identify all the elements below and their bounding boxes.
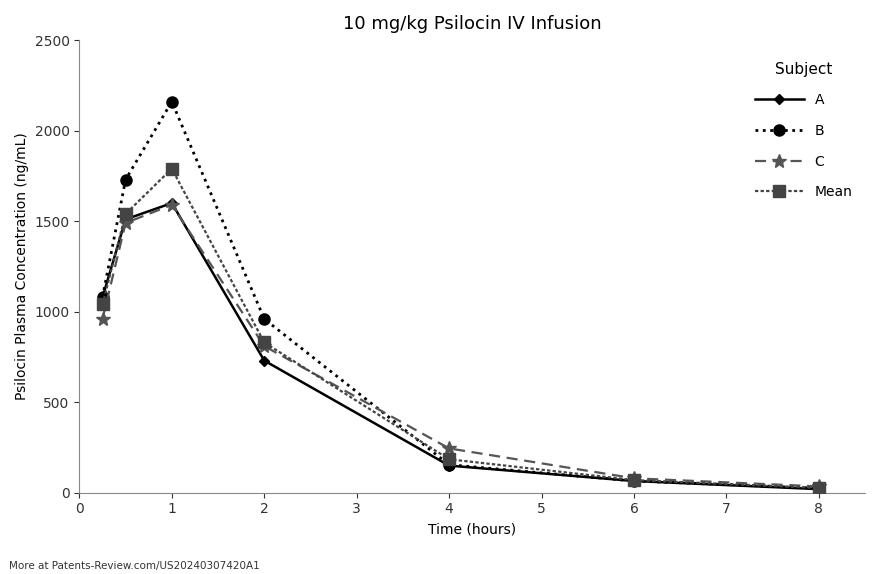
Y-axis label: Psilocin Plasma Concentration (ng/mL): Psilocin Plasma Concentration (ng/mL) (15, 133, 29, 400)
Text: More at Patents-Review.com/US20240307420A1: More at Patents-Review.com/US20240307420… (9, 561, 260, 571)
X-axis label: Time (hours): Time (hours) (429, 522, 517, 536)
Title: 10 mg/kg Psilocin IV Infusion: 10 mg/kg Psilocin IV Infusion (343, 15, 602, 33)
Legend: A, B, C, Mean: A, B, C, Mean (750, 56, 858, 205)
